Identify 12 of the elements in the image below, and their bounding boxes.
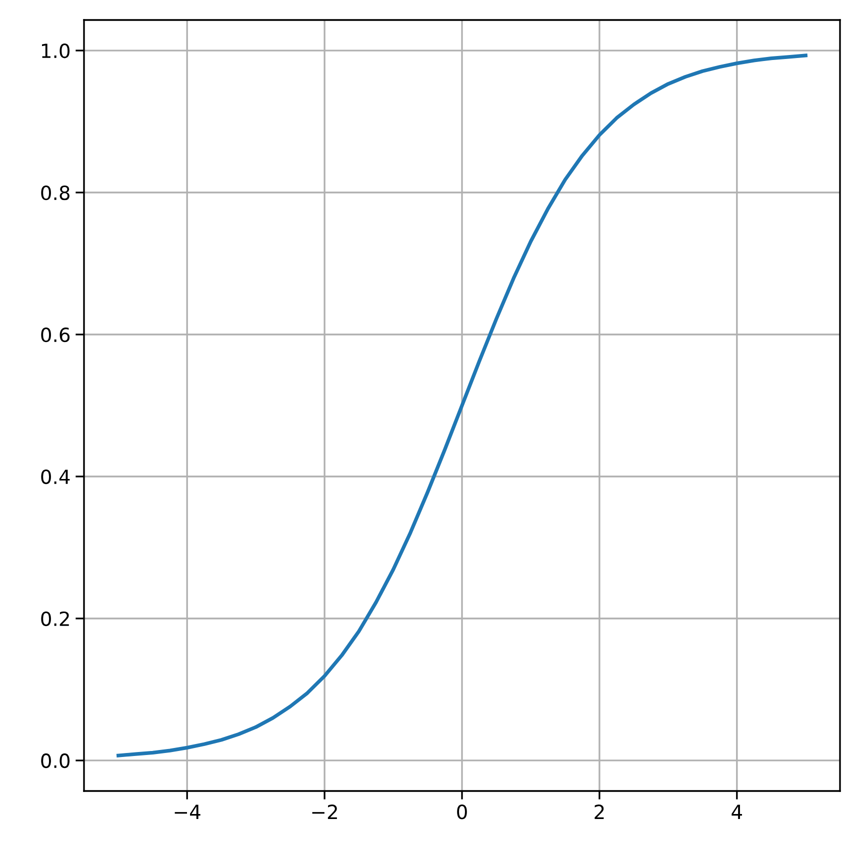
y-tick-label: 0.8	[41, 185, 70, 200]
x-tick-label: −2	[312, 804, 337, 819]
y-tick-label: 0.2	[41, 611, 69, 626]
x-tick-label: 4	[732, 804, 742, 819]
x-tick-label: 2	[594, 804, 604, 819]
y-tick-label: 1.0	[42, 43, 70, 58]
y-tick-label: 0.4	[41, 469, 70, 484]
x-tick-label: −4	[174, 804, 200, 819]
y-tick-label: 0.0	[41, 753, 70, 768]
x-tick-label: 0	[457, 804, 467, 820]
line-series	[116, 54, 808, 758]
y-tick-label: 0.6	[41, 327, 70, 342]
